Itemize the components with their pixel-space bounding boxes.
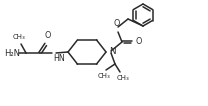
Text: O: O xyxy=(114,20,120,29)
Text: CH₃: CH₃ xyxy=(13,34,25,40)
Text: CH₃: CH₃ xyxy=(98,73,110,79)
Text: O: O xyxy=(44,31,51,40)
Text: H₂N: H₂N xyxy=(4,49,20,57)
Text: N: N xyxy=(109,47,115,56)
Text: O: O xyxy=(136,38,142,47)
Text: HN: HN xyxy=(53,54,65,63)
Text: CH₃: CH₃ xyxy=(117,75,129,81)
